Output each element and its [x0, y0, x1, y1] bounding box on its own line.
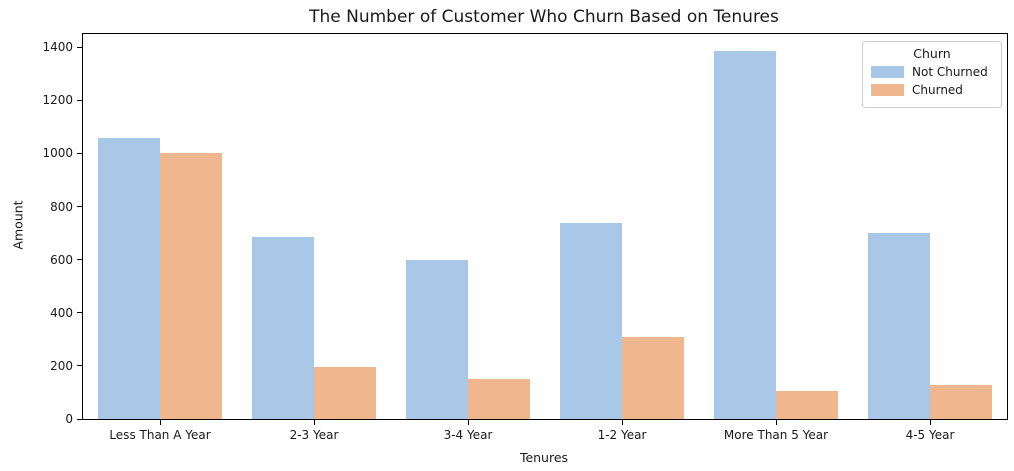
legend-item-label: Churned — [912, 83, 963, 97]
bar-churned-3 — [468, 379, 530, 419]
y-tick-mark — [77, 206, 83, 208]
legend-items: Not Churned Churned — [871, 65, 993, 97]
bar-churned-1 — [160, 153, 222, 419]
x-tick-label: More Than 5 Year — [723, 428, 829, 442]
bar-not-churned-4 — [560, 222, 622, 419]
x-tick-mark — [775, 419, 777, 425]
x-tick-label: 1-2 Year — [597, 428, 647, 442]
x-tick-mark — [621, 419, 623, 425]
y-tick-label: 200 — [50, 358, 73, 373]
bar-churned-4 — [622, 336, 684, 419]
y-tick-label: 600 — [50, 252, 73, 267]
legend-item: Not Churned — [871, 65, 993, 79]
y-tick-mark — [77, 418, 83, 420]
y-tick-label: 400 — [50, 305, 73, 320]
bar-not-churned-5 — [714, 51, 776, 419]
legend-title: Churn — [913, 46, 951, 61]
x-axis-label: Tenures — [519, 450, 569, 465]
x-tick-mark — [159, 419, 161, 425]
y-tick-mark — [77, 312, 83, 314]
x-tick-mark — [929, 419, 931, 425]
bar-not-churned-1 — [98, 137, 160, 419]
y-tick-mark — [77, 259, 83, 261]
y-tick-mark — [77, 152, 83, 154]
y-tick-label: 1200 — [42, 93, 73, 108]
bar-churned-2 — [314, 367, 376, 419]
bar-not-churned-3 — [406, 259, 468, 419]
y-tick-label: 800 — [50, 199, 73, 214]
legend: Churn Not Churned Churned — [862, 41, 1002, 108]
x-tick-mark — [313, 419, 315, 425]
bar-not-churned-6 — [868, 233, 930, 419]
bar-churned-5 — [776, 391, 838, 419]
x-tick-mark — [467, 419, 469, 425]
y-tick-mark — [77, 365, 83, 367]
x-tick-label: 4-5 Year — [905, 428, 955, 442]
y-tick-mark — [77, 99, 83, 101]
y-tick-mark — [77, 46, 83, 48]
legend-item-label: Not Churned — [912, 65, 988, 79]
y-tick-label: 1000 — [42, 146, 73, 161]
chart-title: The Number of Customer Who Churn Based o… — [309, 7, 779, 27]
x-tick-label: Less Than A Year — [109, 428, 211, 442]
bar-not-churned-2 — [252, 237, 314, 419]
y-tick-label: 1400 — [42, 40, 73, 55]
legend-swatch-icon — [871, 66, 904, 78]
legend-swatch-icon — [871, 84, 904, 96]
y-tick-label: 0 — [65, 412, 73, 426]
bar-churned-6 — [930, 385, 992, 419]
legend-item: Churned — [871, 83, 993, 97]
x-tick-label: 3-4 Year — [443, 428, 493, 442]
plot-area: 0 200 400 600 800 1000 1200 1400 Less Than A Ye… — [42, 33, 1008, 442]
x-tick-label: 2-3 Year — [289, 428, 339, 442]
